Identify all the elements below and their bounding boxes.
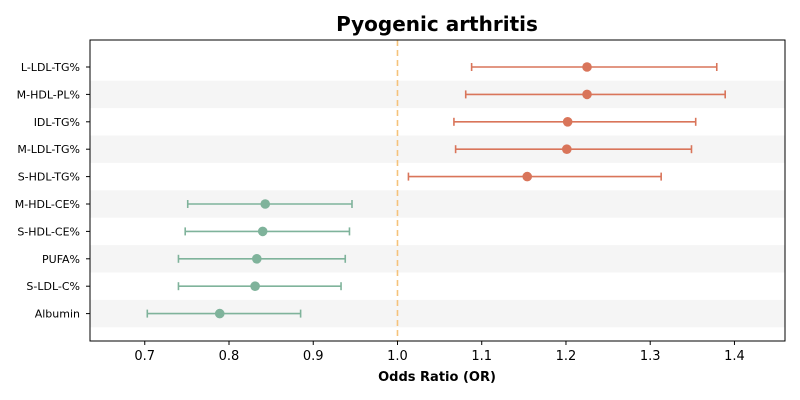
forest-row: [470, 62, 718, 72]
x-tick-label: 0.9: [303, 349, 324, 364]
y-tick-label: M-LDL-TG%: [17, 143, 80, 156]
x-tick-label: 1.1: [471, 349, 492, 364]
x-tick-label: 0.7: [134, 349, 155, 364]
forest-row: [407, 171, 662, 182]
forest-row: [186, 199, 353, 209]
odds-ratio-point: [260, 199, 271, 209]
x-tick-label: 1.2: [556, 349, 577, 364]
y-tick-label: L-LDL-TG%: [21, 61, 80, 74]
plot-frame: [89, 39, 786, 342]
y-axis: L-LDL-TG% M-HDL-PL% IDL-TG% M-LDL-TG% S-HDL-…: [15, 61, 90, 321]
chart-title: Pyogenic arthritis: [336, 12, 538, 36]
y-tick-label: M-HDL-CE%: [15, 198, 80, 211]
x-tick-label: 0.8: [219, 349, 240, 364]
x-tick-label: 1.3: [640, 349, 661, 364]
forest-row: [454, 144, 693, 154]
y-tick-label: S-LDL-C%: [26, 280, 80, 293]
data-rows: [146, 62, 726, 319]
odds-ratio-point: [562, 117, 573, 127]
forest-row: [453, 117, 697, 127]
forest-row: [177, 253, 347, 264]
x-axis-label: Odds Ratio (OR): [378, 370, 496, 385]
odds-ratio-point: [582, 89, 592, 100]
odds-ratio-point: [522, 171, 533, 182]
x-axis: 0.7 0.8 0.9 1.0 1.1 1.2 1.3 1.4: [134, 341, 745, 364]
y-tick-label: S-HDL-CE%: [17, 225, 80, 238]
odds-ratio-point: [562, 144, 572, 154]
odds-ratio-point: [250, 281, 260, 292]
y-tick-label: S-HDL-TG%: [18, 171, 80, 184]
odds-ratio-point: [251, 253, 262, 264]
forest-row: [177, 281, 342, 292]
forest-row: [146, 308, 302, 319]
y-tick-label: Albumin: [35, 308, 80, 321]
x-tick-label: 1.4: [724, 349, 745, 364]
y-tick-label: PUFA%: [42, 253, 80, 266]
forest-row: [184, 226, 351, 237]
odds-ratio-point: [257, 226, 268, 237]
odds-ratio-point: [582, 62, 592, 72]
x-tick-label: 1.0: [387, 349, 408, 364]
y-tick-label: IDL-TG%: [34, 116, 80, 129]
forest-row: [464, 89, 726, 100]
y-tick-label: M-HDL-PL%: [17, 88, 80, 101]
odds-ratio-point: [214, 308, 225, 319]
